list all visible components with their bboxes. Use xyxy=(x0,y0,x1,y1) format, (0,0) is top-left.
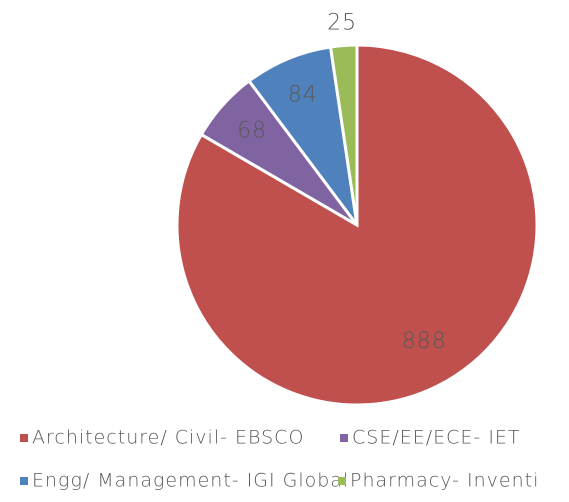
data-label: 68 xyxy=(237,119,267,144)
data-label: 25 xyxy=(327,11,357,36)
legend-label: Architecture/ Civil- EBSCO xyxy=(32,427,304,449)
legend-marker xyxy=(340,434,348,442)
legend-label: Engg/ Management- IGI Global xyxy=(32,470,349,492)
data-label: 888 xyxy=(402,329,447,354)
legend-label: Pharmacy- Inventi xyxy=(350,470,539,492)
legend-marker xyxy=(20,477,28,485)
legend-marker xyxy=(338,477,346,485)
data-label: 84 xyxy=(288,82,318,107)
pie-slice xyxy=(328,43,359,226)
legend-marker xyxy=(20,434,28,442)
legend-label: CSE/EE/ECE- IET xyxy=(352,427,521,449)
